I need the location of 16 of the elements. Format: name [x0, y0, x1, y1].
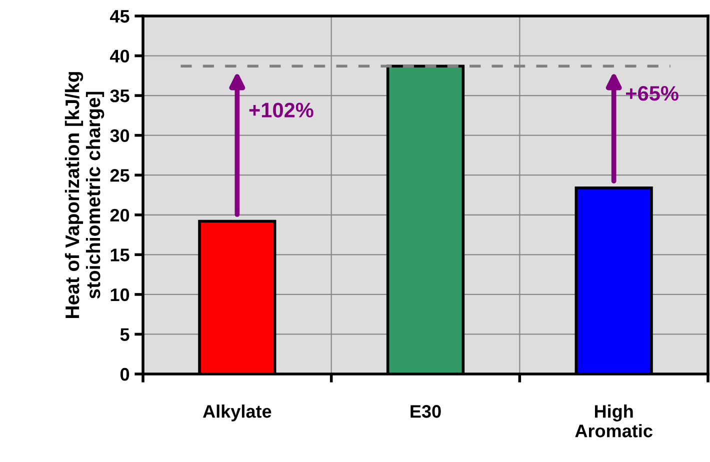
y-tick-label: 45 [110, 10, 130, 23]
y-tick-label: 20 [110, 208, 130, 222]
annotation: +65% [626, 86, 678, 101]
y-tick-label: 15 [110, 248, 130, 262]
y-tick-label: 40 [110, 50, 130, 62]
y-tick-label: 5 [120, 328, 130, 341]
annotation: +102% [249, 102, 314, 118]
x-tick-label: Alkylate [202, 404, 272, 422]
y-tick-label: 10 [110, 288, 130, 302]
x-tick-label: High Aromatic [575, 404, 652, 438]
y-tick-label: 0 [120, 368, 130, 381]
x-tick-label: E30 [410, 405, 441, 418]
y-tick-label: 30 [110, 129, 130, 142]
y-tick-label: 25 [110, 169, 130, 182]
y-axis-title: Heat of Vaporization [kJ/kg stoichiometric charge] [64, 72, 104, 318]
y-tick-label: 35 [110, 89, 130, 102]
